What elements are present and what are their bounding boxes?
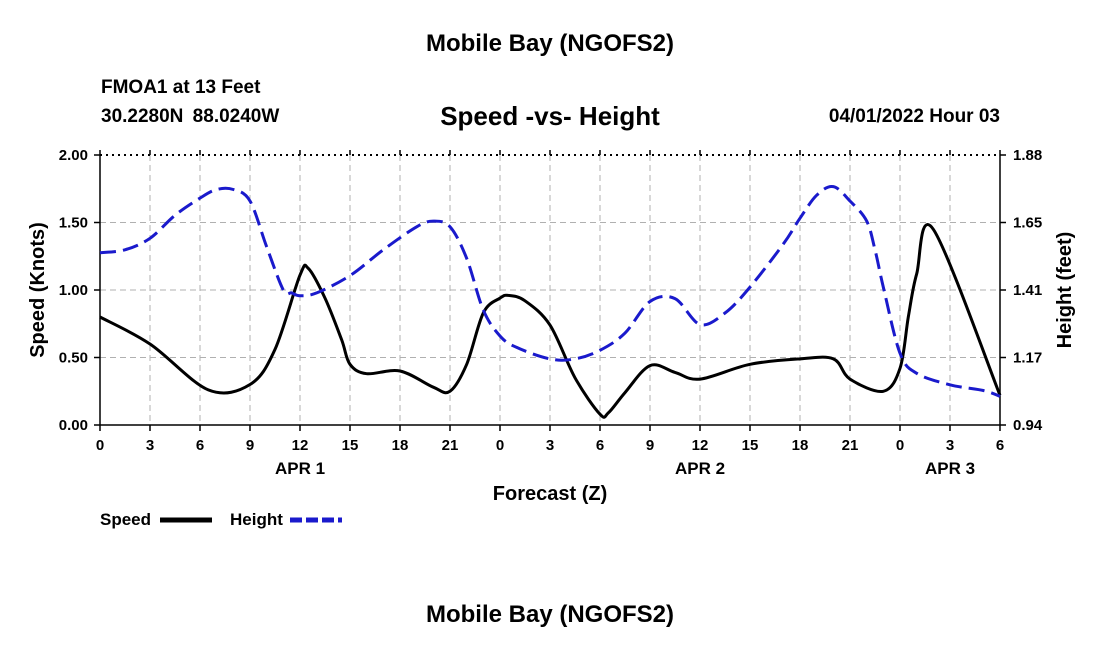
x-tick-label: 0 — [96, 437, 104, 454]
forecast-datetime: 04/01/2022 Hour 03 — [828, 106, 1000, 127]
x-tick-label: 3 — [546, 437, 554, 454]
x-tick-label: 12 — [292, 437, 309, 454]
y-left-tick-label: 0.50 — [59, 350, 88, 367]
series-line-speed — [99, 223, 1002, 419]
y-axis-left-label: Speed (Knots) — [27, 222, 49, 358]
chart-title: Mobile Bay (NGOFS2) — [425, 30, 675, 57]
y-right-tick-label: 1.17 — [1013, 350, 1042, 367]
series-lines — [99, 184, 1002, 419]
y-right-tick-label: 1.65 — [1013, 215, 1042, 232]
x-tick-label: 15 — [342, 437, 359, 454]
x-tick-label: 21 — [442, 437, 459, 454]
chart-subtitle: Speed -vs- Height — [440, 101, 660, 131]
series-line-height — [99, 184, 1001, 398]
x-tick-label: 6 — [996, 437, 1004, 454]
date-label: APR 1 — [275, 459, 325, 478]
x-tick-label: 3 — [146, 437, 154, 454]
x-tick-label: 18 — [392, 437, 409, 454]
axes: 0 3 6 9 12 15 18 21 0 3 6 9 12 15 18 21 0 3 6 0.00 0.50 1.00 1… — [59, 147, 1043, 478]
station-label: FMOA1 at 13 Feet — [101, 77, 261, 98]
x-tick-label: 21 — [842, 437, 859, 454]
date-label: APR 2 — [675, 459, 725, 478]
x-tick-label: 0 — [496, 437, 504, 454]
x-axis-label: Forecast (Z) — [493, 483, 607, 505]
x-tick-label: 18 — [792, 437, 809, 454]
x-tick-label: 9 — [246, 437, 254, 454]
y-left-tick-label: 1.50 — [59, 215, 88, 232]
footer-title: Mobile Bay (NGOFS2) — [425, 601, 675, 628]
coordinates-label: 30.2280N 88.0240W — [101, 106, 280, 127]
x-tick-label: 0 — [896, 437, 904, 454]
y-right-tick-label: 1.41 — [1013, 282, 1042, 299]
legend-label-speed: Speed — [100, 510, 151, 529]
grid-lines — [100, 155, 1000, 425]
x-tick-label: 3 — [946, 437, 954, 454]
date-label: APR 3 — [925, 459, 975, 478]
x-tick-label: 12 — [692, 437, 709, 454]
y-right-tick-label: 1.88 — [1013, 147, 1042, 164]
x-tick-label: 6 — [596, 437, 604, 454]
y-left-tick-label: 0.00 — [59, 417, 88, 434]
y-left-tick-label: 2.00 — [59, 147, 88, 164]
x-tick-label: 9 — [646, 437, 654, 454]
legend: Speed Height — [100, 510, 342, 529]
x-tick-label: 6 — [196, 437, 204, 454]
y-axis-right-label: Height (feet) — [1054, 232, 1076, 349]
x-tick-label: 15 — [742, 437, 759, 454]
y-left-tick-label: 1.00 — [59, 282, 88, 299]
legend-label-height: Height — [230, 510, 283, 529]
y-right-tick-label: 0.94 — [1013, 417, 1043, 434]
